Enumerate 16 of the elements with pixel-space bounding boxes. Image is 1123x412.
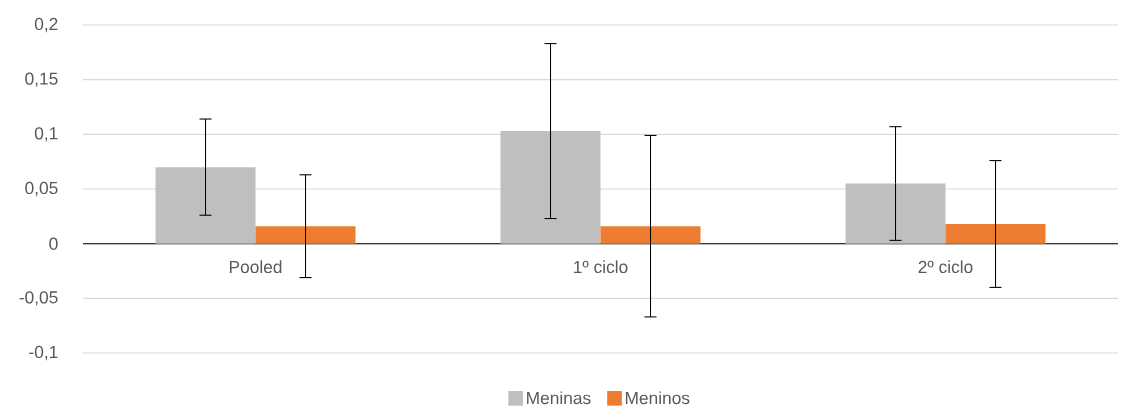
y-tick-label: 0,15	[25, 72, 58, 87]
y-tick-label: 0	[49, 237, 58, 250]
bar	[255, 226, 356, 244]
y-tick-label: 0,05	[25, 181, 58, 197]
x-tick-label: 1º ciclo	[574, 260, 628, 274]
x-tick-label: Pooled	[229, 260, 282, 274]
legend-label: Meninas	[527, 391, 591, 405]
bar	[155, 167, 256, 244]
x-tick-label: 2º ciclo	[918, 260, 973, 274]
y-tick-label: 0,2	[34, 17, 58, 33]
bar	[600, 226, 701, 244]
y-tick-label: -0,05	[19, 291, 58, 306]
bar	[945, 223, 1046, 244]
y-tick-label: -0,1	[29, 345, 58, 361]
y-tick-label: 0,1	[34, 127, 58, 142]
legend-label: Meninos	[625, 391, 690, 405]
